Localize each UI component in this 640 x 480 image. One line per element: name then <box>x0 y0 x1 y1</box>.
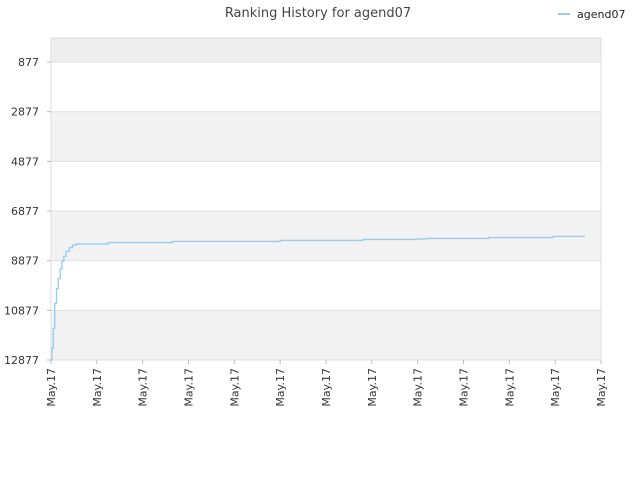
x-tick-label: May.17 <box>274 368 287 407</box>
x-tick-label: May.17 <box>458 368 471 407</box>
x-tick-label: May.17 <box>503 368 516 407</box>
series-line-agend07 <box>51 235 585 361</box>
y-tick-label: 877 <box>18 56 39 69</box>
chart-title: Ranking History for agend07 <box>225 6 411 21</box>
y-tick-label: 2877 <box>11 106 39 119</box>
y-axis: 877 2877 4877 6877 8877 10877 12877 <box>4 56 51 367</box>
x-tick-label: May.17 <box>45 368 58 407</box>
y-tick-label: 8877 <box>11 255 39 268</box>
plot-band <box>51 260 601 311</box>
plot-band <box>51 111 601 162</box>
x-tick-label: May.17 <box>183 368 196 407</box>
x-tick-label: May.17 <box>228 368 241 407</box>
plot-band <box>51 38 601 62</box>
y-tick-label: 6877 <box>11 205 39 218</box>
y-tick-label: 10877 <box>4 304 39 317</box>
x-tick-label: May.17 <box>91 368 104 407</box>
gridlines <box>51 61 601 361</box>
plot-bands <box>51 38 601 360</box>
y-tick-label: 4877 <box>11 155 39 168</box>
x-tick-label: May.17 <box>137 368 150 407</box>
x-tick-label: May.17 <box>549 368 562 407</box>
x-tick-label: May.17 <box>412 368 425 407</box>
x-tick-label: May.17 <box>595 368 608 407</box>
legend: agend07 <box>558 8 625 21</box>
plot-band <box>51 161 601 211</box>
series-layer <box>51 235 585 361</box>
x-tick-label: May.17 <box>320 368 333 407</box>
legend-label: agend07 <box>577 8 625 21</box>
plot-band <box>51 62 601 112</box>
plot-band <box>51 211 601 261</box>
x-tick-label: May.17 <box>366 368 379 407</box>
plot-band <box>51 310 601 360</box>
x-axis: May.17 May.17 May.17 May.17 May.17 May.17 May.… <box>45 360 608 407</box>
y-tick-label: 12877 <box>4 354 39 367</box>
